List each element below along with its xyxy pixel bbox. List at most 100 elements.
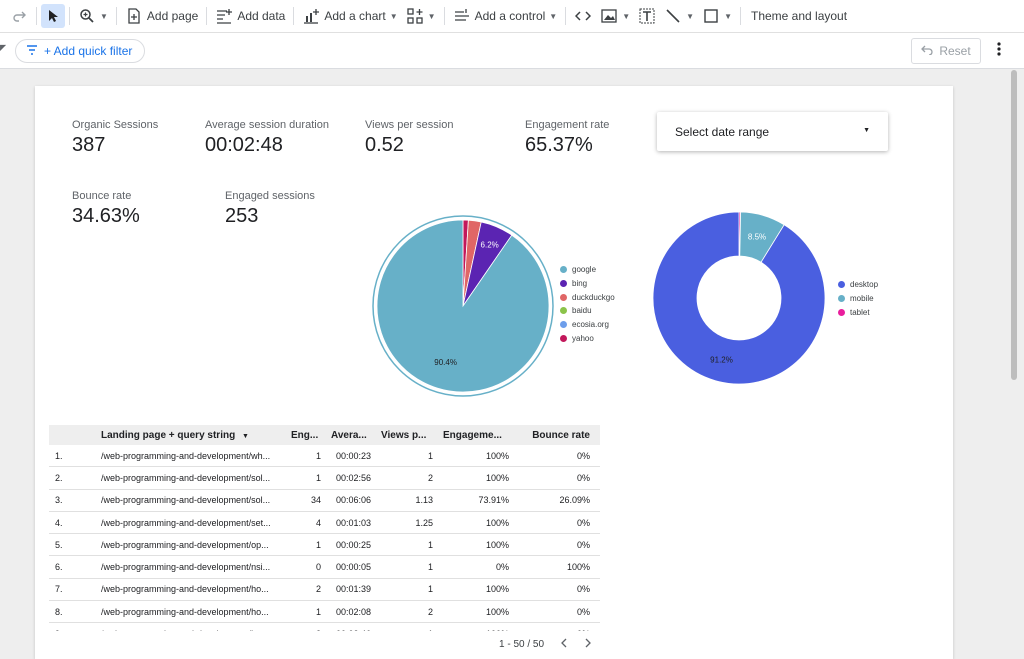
row-engagement-rate: 100%	[485, 517, 509, 528]
date-range-selector[interactable]: Select date range ▼	[657, 112, 888, 151]
scrollbar[interactable]	[1011, 70, 1017, 380]
source-pie-chart[interactable]: 6.2% 90.4%	[371, 214, 555, 398]
device-donut-chart[interactable]: 8.5% 91.2%	[653, 212, 825, 384]
add-data-label: Add data	[237, 9, 286, 23]
row-bounce-rate: 100%	[566, 562, 590, 573]
prev-page-icon[interactable]	[560, 638, 568, 651]
row-views: 2	[427, 472, 433, 483]
row-engagement-rate: 100%	[485, 584, 509, 595]
row-index: 3.	[55, 495, 63, 506]
legend-item[interactable]: desktop	[838, 278, 878, 292]
row-index: 2.	[55, 472, 63, 483]
table-row[interactable]: 8. /web-programming-and-development/ho...…	[49, 601, 600, 624]
kpi-bounce-rate[interactable]: Bounce rate 34.63%	[72, 190, 140, 228]
kpi-average-session-duration[interactable]: Average session duration 00:02:48	[205, 119, 329, 157]
landing-page-table: Landing page + query string ▼ Eng... Ave…	[49, 425, 600, 631]
kpi-value: 34.63%	[72, 205, 140, 227]
kpi-label: Bounce rate	[72, 190, 132, 202]
legend-item[interactable]: duckduckgo	[560, 290, 615, 304]
row-landing-page: /web-programming-and-development/sol...	[101, 472, 271, 483]
header-views[interactable]: Views p...	[381, 429, 427, 441]
kpi-views-per-session[interactable]: Views per session 0.52	[365, 119, 453, 157]
row-engagement-rate: 100%	[485, 539, 509, 550]
toolbar-divider	[115, 7, 117, 25]
row-index: 8.	[55, 606, 63, 617]
row-views: 1	[427, 562, 433, 573]
header-landing-page[interactable]: Landing page + query string ▼	[101, 430, 287, 441]
row-index: 7.	[55, 584, 63, 595]
table-row[interactable]: 3. /web-programming-and-development/sol..…	[49, 490, 600, 512]
add-control-button[interactable]: Add a control ▼	[449, 4, 562, 28]
embed-url-button[interactable]	[570, 4, 596, 28]
image-icon	[600, 7, 618, 25]
row-landing-page: /web-programming-and-development/ho...	[101, 606, 269, 617]
redo-button[interactable]	[6, 4, 32, 28]
row-bounce-rate: 26.09%	[559, 495, 590, 506]
add-page-button[interactable]: Add page	[121, 4, 202, 28]
legend-swatch	[560, 321, 567, 329]
kpi-value: 253	[225, 205, 259, 227]
next-page-icon[interactable]	[584, 638, 592, 651]
legend-item[interactable]: baidu	[560, 304, 615, 318]
row-avg-duration: 00:00:05	[335, 562, 371, 573]
row-engaged: 0	[315, 562, 321, 573]
row-bounce-rate: 0%	[576, 584, 590, 595]
row-landing-page: /web-programming-and-development/ho...	[101, 584, 269, 595]
add-data-button[interactable]: Add data	[211, 4, 289, 28]
legend-item[interactable]: google	[560, 263, 615, 277]
add-control-label: Add a control	[474, 9, 546, 23]
header-engaged[interactable]: Eng...	[291, 429, 319, 441]
reset-button[interactable]: Reset	[911, 38, 981, 64]
legend-item[interactable]: ecosia.org	[560, 318, 615, 332]
kpi-engagement-rate[interactable]: Engagement rate 65.37%	[525, 119, 609, 157]
community-viz-button[interactable]: ▼	[402, 4, 440, 28]
select-tool-button[interactable]	[41, 4, 65, 28]
add-page-icon	[125, 7, 143, 25]
row-views: 1	[427, 450, 433, 461]
line-button[interactable]: ▼	[660, 4, 698, 28]
text-button[interactable]	[634, 4, 660, 28]
row-avg-duration: 00:01:03	[335, 517, 371, 528]
row-engaged: 2	[287, 629, 321, 631]
kpi-value: 65.37%	[525, 134, 593, 156]
header-engagement-rate[interactable]: Engageme...	[443, 429, 502, 441]
row-views: 1	[427, 584, 433, 595]
add-quick-filter-button[interactable]: + Add quick filter	[15, 39, 146, 63]
legend-item[interactable]: mobile	[838, 292, 878, 306]
header-avg-duration[interactable]: Avera...	[331, 429, 367, 441]
table-row[interactable]: 1. /web-programming-and-development/wh...…	[49, 445, 600, 468]
device-donut-legend: desktop mobile tablet	[838, 278, 878, 319]
kpi-engaged-sessions[interactable]: Engaged sessions 253	[225, 190, 315, 228]
row-landing-page: /web-programming-and-development/ho...	[101, 629, 287, 631]
zoom-button[interactable]: ▼	[74, 4, 112, 28]
row-engaged: 1	[315, 450, 321, 461]
legend-item[interactable]: tablet	[838, 305, 878, 319]
kpi-label: Average session duration	[205, 119, 329, 131]
shape-button[interactable]: ▼	[698, 4, 736, 28]
legend-item[interactable]: yahoo	[560, 331, 615, 345]
slice-desktop[interactable]	[653, 212, 825, 384]
slice-google[interactable]	[376, 219, 550, 393]
image-button[interactable]: ▼	[596, 4, 634, 28]
table-row[interactable]: 5. /web-programming-and-development/op...…	[49, 534, 600, 557]
row-avg-duration: 00:01:39	[335, 584, 371, 595]
legend-item[interactable]: bing	[560, 277, 615, 291]
kpi-organic-sessions[interactable]: Organic Sessions 387	[72, 119, 158, 157]
collapse-arrow-icon[interactable]: ◤	[0, 43, 7, 52]
row-engaged: 2	[315, 584, 321, 595]
table-row[interactable]: 9./web-programming-and-development/ho...…	[49, 623, 600, 631]
table-row[interactable]: 2. /web-programming-and-development/sol..…	[49, 467, 600, 490]
pagination: 1 - 50 / 50	[499, 638, 592, 651]
add-chart-button[interactable]: Add a chart ▼	[298, 4, 401, 28]
add-chart-icon	[302, 7, 320, 25]
theme-layout-button[interactable]: Theme and layout	[745, 4, 851, 28]
row-landing-page: /web-programming-and-development/nsi...	[101, 562, 271, 573]
table-row[interactable]: 4. /web-programming-and-development/set..…	[49, 512, 600, 535]
table-row[interactable]: 7. /web-programming-and-development/ho...…	[49, 579, 600, 602]
legend-label: baidu	[572, 306, 592, 316]
more-options-button[interactable]	[990, 41, 1008, 61]
header-bounce-rate[interactable]: Bounce rate	[532, 429, 590, 441]
table-row[interactable]: 6. /web-programming-and-development/nsi..…	[49, 556, 600, 579]
row-engagement-rate: 100%	[485, 472, 509, 483]
legend-label: desktop	[850, 280, 879, 290]
